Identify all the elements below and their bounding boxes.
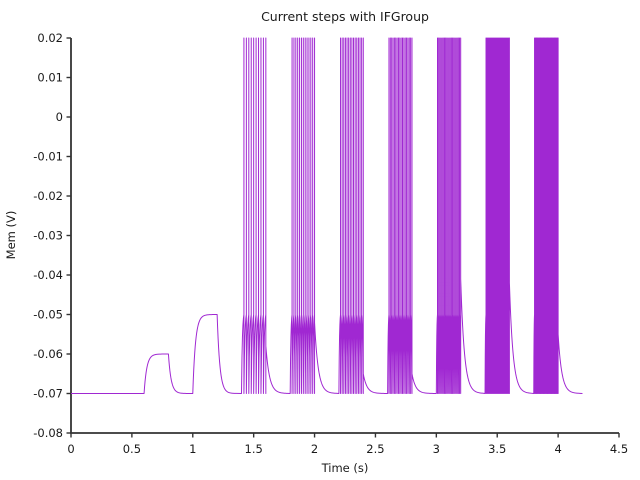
x-tick-label: 2.5 [366,442,384,456]
y-tick-label: -0.01 [33,150,63,164]
x-tick-label: 1.5 [245,442,263,456]
y-tick-label: -0.06 [33,347,63,361]
chart-title: Current steps with IFGroup [261,9,429,24]
x-axis-label: Time (s) [321,461,369,475]
x-tick-label: 3 [433,442,440,456]
y-tick-label: 0.01 [37,71,63,85]
membrane-trace [71,37,583,394]
y-tick-label: 0.02 [37,31,63,45]
y-tick-label: 0 [56,110,63,124]
x-tick-label: 4 [554,442,561,456]
x-tick-label: 2 [311,442,318,456]
y-tick-label: -0.08 [33,426,63,440]
axes: 0 0.5 1 1.5 2 2.5 3 3.5 4 4.5 -0.08 -0.07 -0.06 -0.05… [33,31,628,456]
y-tick-label: -0.05 [33,308,63,322]
y-tick-label: -0.02 [33,189,63,203]
x-tick-label: 3.5 [488,442,506,456]
x-tick-label: 4.5 [610,442,628,456]
y-tick-label: -0.04 [33,268,63,282]
x-tick-label: 0.5 [123,442,141,456]
x-tick-label: 0 [67,442,74,456]
x-tick-label: 1 [189,442,196,456]
membrane-trace-line [71,37,583,394]
y-tick-label: -0.03 [33,229,63,243]
y-tick-label: -0.07 [33,387,63,401]
